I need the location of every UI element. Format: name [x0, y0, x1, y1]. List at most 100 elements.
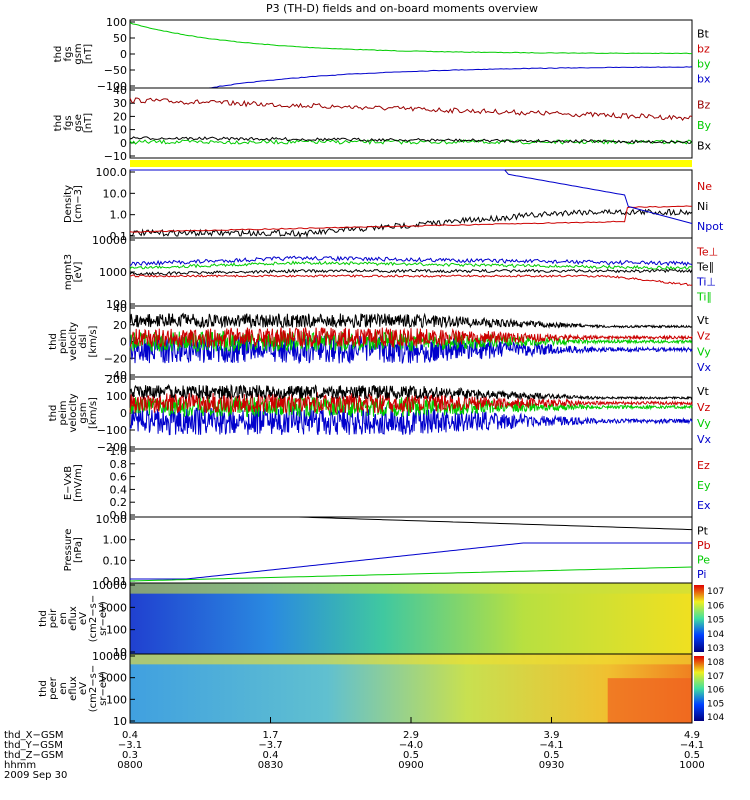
legend-item: Pi — [697, 568, 706, 581]
panel-6: 200 100 0 −100 −200 thd peim velocity gsm [km/s] V… — [48, 373, 712, 454]
legend-item: by — [697, 58, 711, 71]
axis-row-value: 0.3 — [122, 750, 138, 761]
y-axis-label: E−VxB — [63, 466, 74, 500]
y-tick-label: 1.00 — [103, 534, 128, 547]
legend-item: Bz — [697, 98, 711, 111]
axis-row-label: thd_Z−GSM — [4, 750, 64, 761]
y-tick-label: 0.01 — [103, 575, 128, 588]
y-tick-label: 20 — [113, 110, 127, 123]
series-vt — [129, 383, 693, 401]
legend-item: Vy — [697, 417, 711, 430]
y-tick-label: 50 — [113, 32, 127, 45]
series-bz — [129, 97, 693, 121]
legend-item: Vx — [697, 361, 712, 374]
legend-item: Vy — [697, 345, 711, 358]
y-tick-label: 40 — [113, 302, 127, 315]
panel-1: 100 50 0 −50 −100 thd fgs gsm [nT] Bt bz by bx — [53, 16, 711, 93]
series-vx — [129, 406, 693, 436]
legend-item: Ex — [697, 499, 711, 512]
y-axis-label: gsm — [78, 402, 89, 423]
y-axis-label: velocity — [68, 393, 79, 432]
axis-row-value: −3.1 — [118, 740, 142, 751]
y-axis-label: gse — [73, 114, 84, 132]
axis-row-value: −4.0 — [399, 740, 423, 751]
y-axis-label: (cm2−s− — [88, 665, 99, 712]
y-tick-label: 100.0 — [96, 166, 128, 179]
y-axis-label: Density — [63, 185, 74, 223]
axis-row-value: 1.7 — [263, 730, 279, 741]
legend-item: Te⊥ — [696, 246, 718, 259]
y-tick-label: 100 — [106, 693, 127, 706]
y-axis-label: thd — [53, 115, 64, 132]
series-te-par — [129, 268, 693, 276]
legend-item: Vt — [697, 385, 710, 398]
series-vy — [129, 329, 693, 354]
colorbar-label: 106 — [707, 601, 724, 611]
legend-item: Vz — [697, 330, 711, 343]
y-tick-label: 0.2 — [110, 496, 128, 509]
y-axis-label: [nT] — [83, 113, 94, 133]
y-axis-label: velocity — [68, 322, 79, 361]
series-pe — [129, 566, 693, 582]
y-tick-label: 0.0 — [110, 509, 128, 522]
legend-item: Ne — [697, 180, 712, 193]
panel-frame — [129, 448, 693, 518]
panel-frame — [129, 87, 693, 159]
spectrogram — [130, 654, 692, 723]
panel-frame — [129, 19, 693, 89]
y-axis-label: [nT] — [83, 44, 94, 64]
y-axis-label: thd — [38, 610, 49, 627]
y-tick-label: 0.4 — [110, 483, 128, 496]
y-tick-label: 20 — [113, 319, 127, 332]
y-axis-label: thd — [38, 680, 49, 697]
series-vz — [129, 327, 693, 348]
colorbar-label: 106 — [707, 686, 724, 696]
y-tick-label: 1.0 — [110, 445, 128, 458]
legend-item: Ti⊥ — [696, 276, 716, 289]
series-ne — [129, 205, 693, 233]
y-tick-label: 0 — [120, 336, 127, 349]
y-axis-label: [eV] — [73, 262, 84, 283]
colorbar-label: 107 — [707, 672, 724, 682]
y-tick-label: 10 — [113, 124, 127, 137]
y-tick-label: −50 — [104, 64, 127, 77]
y-axis-label: fgs — [63, 46, 74, 61]
y-tick-label: 10.00 — [96, 513, 128, 526]
y-tick-label: −100 — [97, 424, 127, 437]
y-axis-label: sr−eV) — [98, 671, 109, 706]
axis-row-value: 0800 — [117, 760, 142, 771]
y-axis-label: Pressure — [63, 529, 74, 572]
legend-item: bx — [697, 73, 711, 86]
series-vz — [129, 391, 693, 415]
spectrogram — [130, 583, 692, 654]
legend-item: Vx — [697, 433, 712, 446]
series-pt — [130, 516, 693, 531]
y-axis-label: en — [58, 612, 69, 625]
series-by — [129, 22, 692, 55]
legend-item: Vt — [697, 314, 710, 327]
axis-row-value: 1000 — [679, 760, 704, 771]
y-axis-label: fgs — [63, 115, 74, 130]
y-axis-label: [nPa] — [73, 537, 84, 563]
y-tick-label: 0.8 — [110, 458, 128, 471]
axis-row-value: 0.5 — [684, 750, 700, 761]
quality-flag-bar — [130, 160, 692, 167]
y-tick-label: 0.1 — [110, 230, 128, 243]
y-tick-label: 100 — [106, 390, 127, 403]
axis-row-value: 0.5 — [544, 750, 560, 761]
y-tick-label: 10 — [113, 646, 127, 659]
y-tick-label: 10000 — [92, 234, 127, 247]
series-bx — [130, 66, 693, 89]
y-axis-label: [cm−3] — [73, 185, 84, 223]
y-axis-label: thd — [48, 405, 59, 422]
y-tick-label: 200 — [106, 373, 127, 386]
y-axis-label: peir — [48, 608, 59, 628]
y-axis-label: eV — [78, 612, 89, 625]
bottom-axis: thd_X−GSM 0.4 1.7 2.9 3.9 4.9 thd_Y−GSM −3.1 −3.… — [4, 717, 705, 781]
y-tick-label: 1000 — [99, 672, 127, 685]
axis-row-label: hhmm — [4, 760, 36, 771]
y-tick-label: −20 — [104, 352, 127, 365]
series-bx — [129, 136, 693, 144]
